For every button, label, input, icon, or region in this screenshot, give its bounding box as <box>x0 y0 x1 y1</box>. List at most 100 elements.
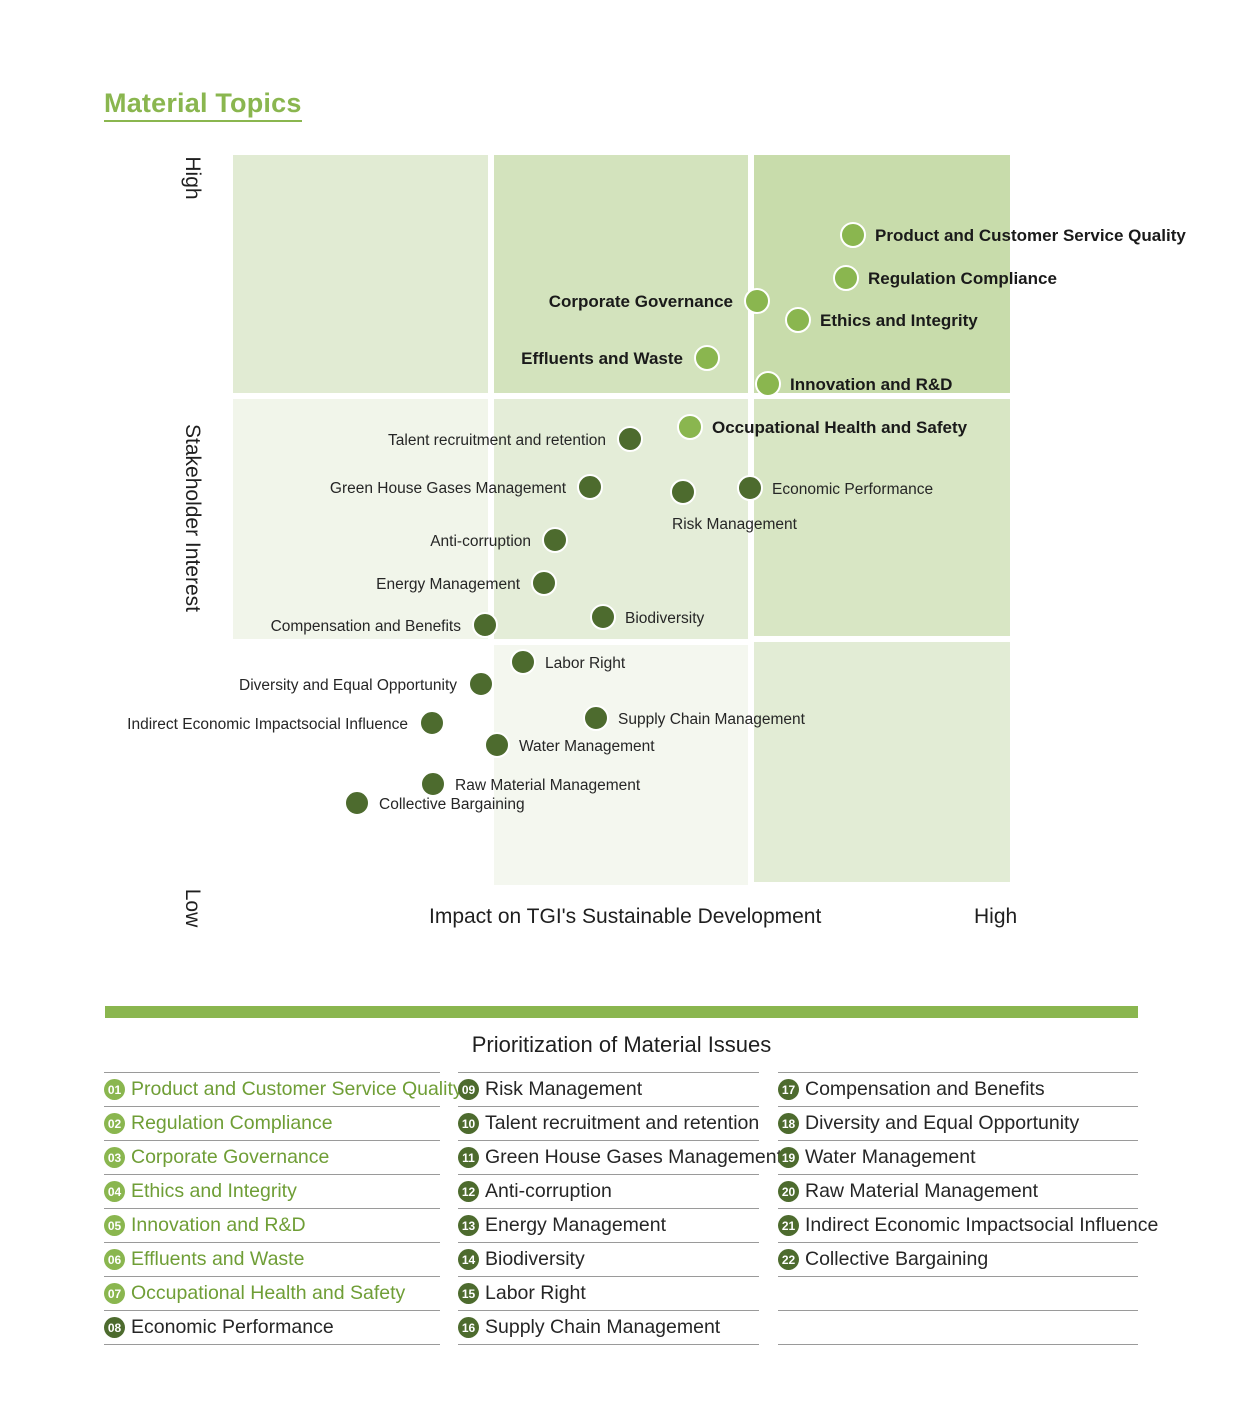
x-axis-label: Impact on TGI's Sustainable Development <box>429 905 822 928</box>
prioritization-column-1: 01 Product and Customer Service Quality 02… <box>104 1072 463 1345</box>
list-item: 01 Product and Customer Service Quality <box>104 1073 463 1107</box>
number-badge: 08 <box>104 1317 125 1338</box>
point-19 <box>484 732 510 758</box>
number-badge: 12 <box>458 1181 479 1202</box>
zone-mid-right <box>754 399 1010 636</box>
point-label-3: Corporate Governance <box>549 292 733 311</box>
point-12 <box>542 527 568 553</box>
list-item-label: Economic Performance <box>131 1316 334 1338</box>
list-item-label: Indirect Economic Impactsocial Influence <box>805 1214 1159 1236</box>
list-item: 13 Energy Management <box>458 1209 759 1243</box>
point-label-1: Product and Customer Service Quality <box>875 226 1186 245</box>
point-22 <box>344 790 370 816</box>
list-item: 17 Compensation and Benefits <box>778 1073 1138 1107</box>
point-label-15: Labor Right <box>545 655 626 672</box>
point-11 <box>577 474 603 500</box>
list-item: 09 Risk Management <box>458 1073 759 1107</box>
list-item: 02 Regulation Compliance <box>104 1107 440 1141</box>
list-item: 22 Collective Bargaining <box>778 1243 1138 1277</box>
point-label-6: Effluents and Waste <box>521 349 683 368</box>
list-item-label: Anti-corruption <box>485 1180 612 1202</box>
number-badge: 03 <box>104 1147 125 1168</box>
number-badge: 16 <box>458 1317 479 1338</box>
number-badge: 21 <box>778 1215 799 1236</box>
list-item-label: Ethics and Integrity <box>131 1180 297 1202</box>
number-badge: 18 <box>778 1113 799 1134</box>
zone-top-right <box>754 155 1010 393</box>
list-item-label: Collective Bargaining <box>805 1248 989 1270</box>
point-7 <box>677 414 703 440</box>
list-item: 04 Ethics and Integrity <box>104 1175 440 1209</box>
point-label-13: Energy Management <box>376 576 521 593</box>
list-item <box>778 1311 1138 1345</box>
page-title: Material Topics <box>104 88 302 122</box>
number-badge: 11 <box>458 1147 479 1168</box>
point-label-16: Supply Chain Management <box>618 711 806 728</box>
point-label-4: Ethics and Integrity <box>820 311 978 330</box>
point-label-8: Economic Performance <box>772 481 933 498</box>
number-badge: 09 <box>458 1079 479 1100</box>
list-item-label: Effluents and Waste <box>131 1248 305 1270</box>
point-1 <box>840 222 866 248</box>
point-4 <box>785 307 811 333</box>
number-badge: 10 <box>458 1113 479 1134</box>
list-item-label: Innovation and R&D <box>131 1214 306 1236</box>
point-label-7: Occupational Health and Safety <box>712 418 968 437</box>
list-item-label: Supply Chain Management <box>485 1316 721 1338</box>
point-label-19: Water Management <box>519 738 655 755</box>
list-item-label: Diversity and Equal Opportunity <box>805 1112 1080 1134</box>
list-item: 05 Innovation and R&D <box>104 1209 440 1243</box>
zone-top-left <box>233 155 488 393</box>
list-item-label: Corporate Governance <box>131 1146 330 1168</box>
number-badge: 05 <box>104 1215 125 1236</box>
point-label-12: Anti-corruption <box>430 533 531 550</box>
x-axis-high-label: High <box>974 905 1018 928</box>
number-badge: 14 <box>458 1249 479 1270</box>
point-label-14: Biodiversity <box>625 610 704 627</box>
list-item: 18 Diversity and Equal Opportunity <box>778 1107 1138 1141</box>
number-badge: 19 <box>778 1147 799 1168</box>
list-item-label: Compensation and Benefits <box>805 1078 1045 1100</box>
list-item: 20 Raw Material Management <box>778 1175 1138 1209</box>
list-item: 11 Green House Gases Management <box>458 1141 782 1175</box>
list-item: 03 Corporate Governance <box>104 1141 440 1175</box>
list-item: 06 Effluents and Waste <box>104 1243 440 1277</box>
prioritization-column-2: 09 Risk Management 10 Talent recruitment an… <box>458 1072 782 1345</box>
point-3 <box>744 288 770 314</box>
point-18 <box>468 671 494 697</box>
number-badge: 04 <box>104 1181 125 1202</box>
point-9 <box>670 479 696 505</box>
list-item: 19 Water Management <box>778 1141 1138 1175</box>
point-label-22: Collective Bargaining <box>379 796 525 813</box>
list-item: 15 Labor Right <box>458 1277 759 1311</box>
list-item: 14 Biodiversity <box>458 1243 759 1277</box>
list-item: 12 Anti-corruption <box>458 1175 759 1209</box>
point-15 <box>510 649 536 675</box>
list-item-label: Risk Management <box>485 1078 643 1100</box>
prioritization-title: Prioritization of Material Issues <box>471 1032 772 1057</box>
point-5 <box>755 371 781 397</box>
list-item: 08 Economic Performance <box>104 1311 440 1345</box>
number-badge: 13 <box>458 1215 479 1236</box>
number-badge: 07 <box>104 1283 125 1304</box>
point-20 <box>420 771 446 797</box>
section-divider-bar <box>105 1006 1138 1018</box>
point-10 <box>617 426 643 452</box>
list-item <box>778 1277 1138 1311</box>
list-item: 07 Occupational Health and Safety <box>104 1277 440 1311</box>
number-badge: 06 <box>104 1249 125 1270</box>
point-16 <box>583 705 609 731</box>
point-8 <box>737 475 763 501</box>
point-label-2: Regulation Compliance <box>868 269 1057 288</box>
list-item: 16 Supply Chain Management <box>458 1311 759 1345</box>
list-item-label: Regulation Compliance <box>131 1112 333 1134</box>
prioritization-column-3: 17 Compensation and Benefits 18 Diversity a… <box>778 1072 1158 1345</box>
number-badge: 22 <box>778 1249 799 1270</box>
list-item-label: Product and Customer Service Quality <box>131 1078 463 1100</box>
list-item-label: Raw Material Management <box>805 1180 1039 1202</box>
number-badge: 17 <box>778 1079 799 1100</box>
zone-low-right <box>754 642 1010 882</box>
list-item-label: Biodiversity <box>485 1248 585 1270</box>
point-13 <box>531 570 557 596</box>
point-label-21: Indirect Economic Impactsocial Influence <box>127 716 408 733</box>
